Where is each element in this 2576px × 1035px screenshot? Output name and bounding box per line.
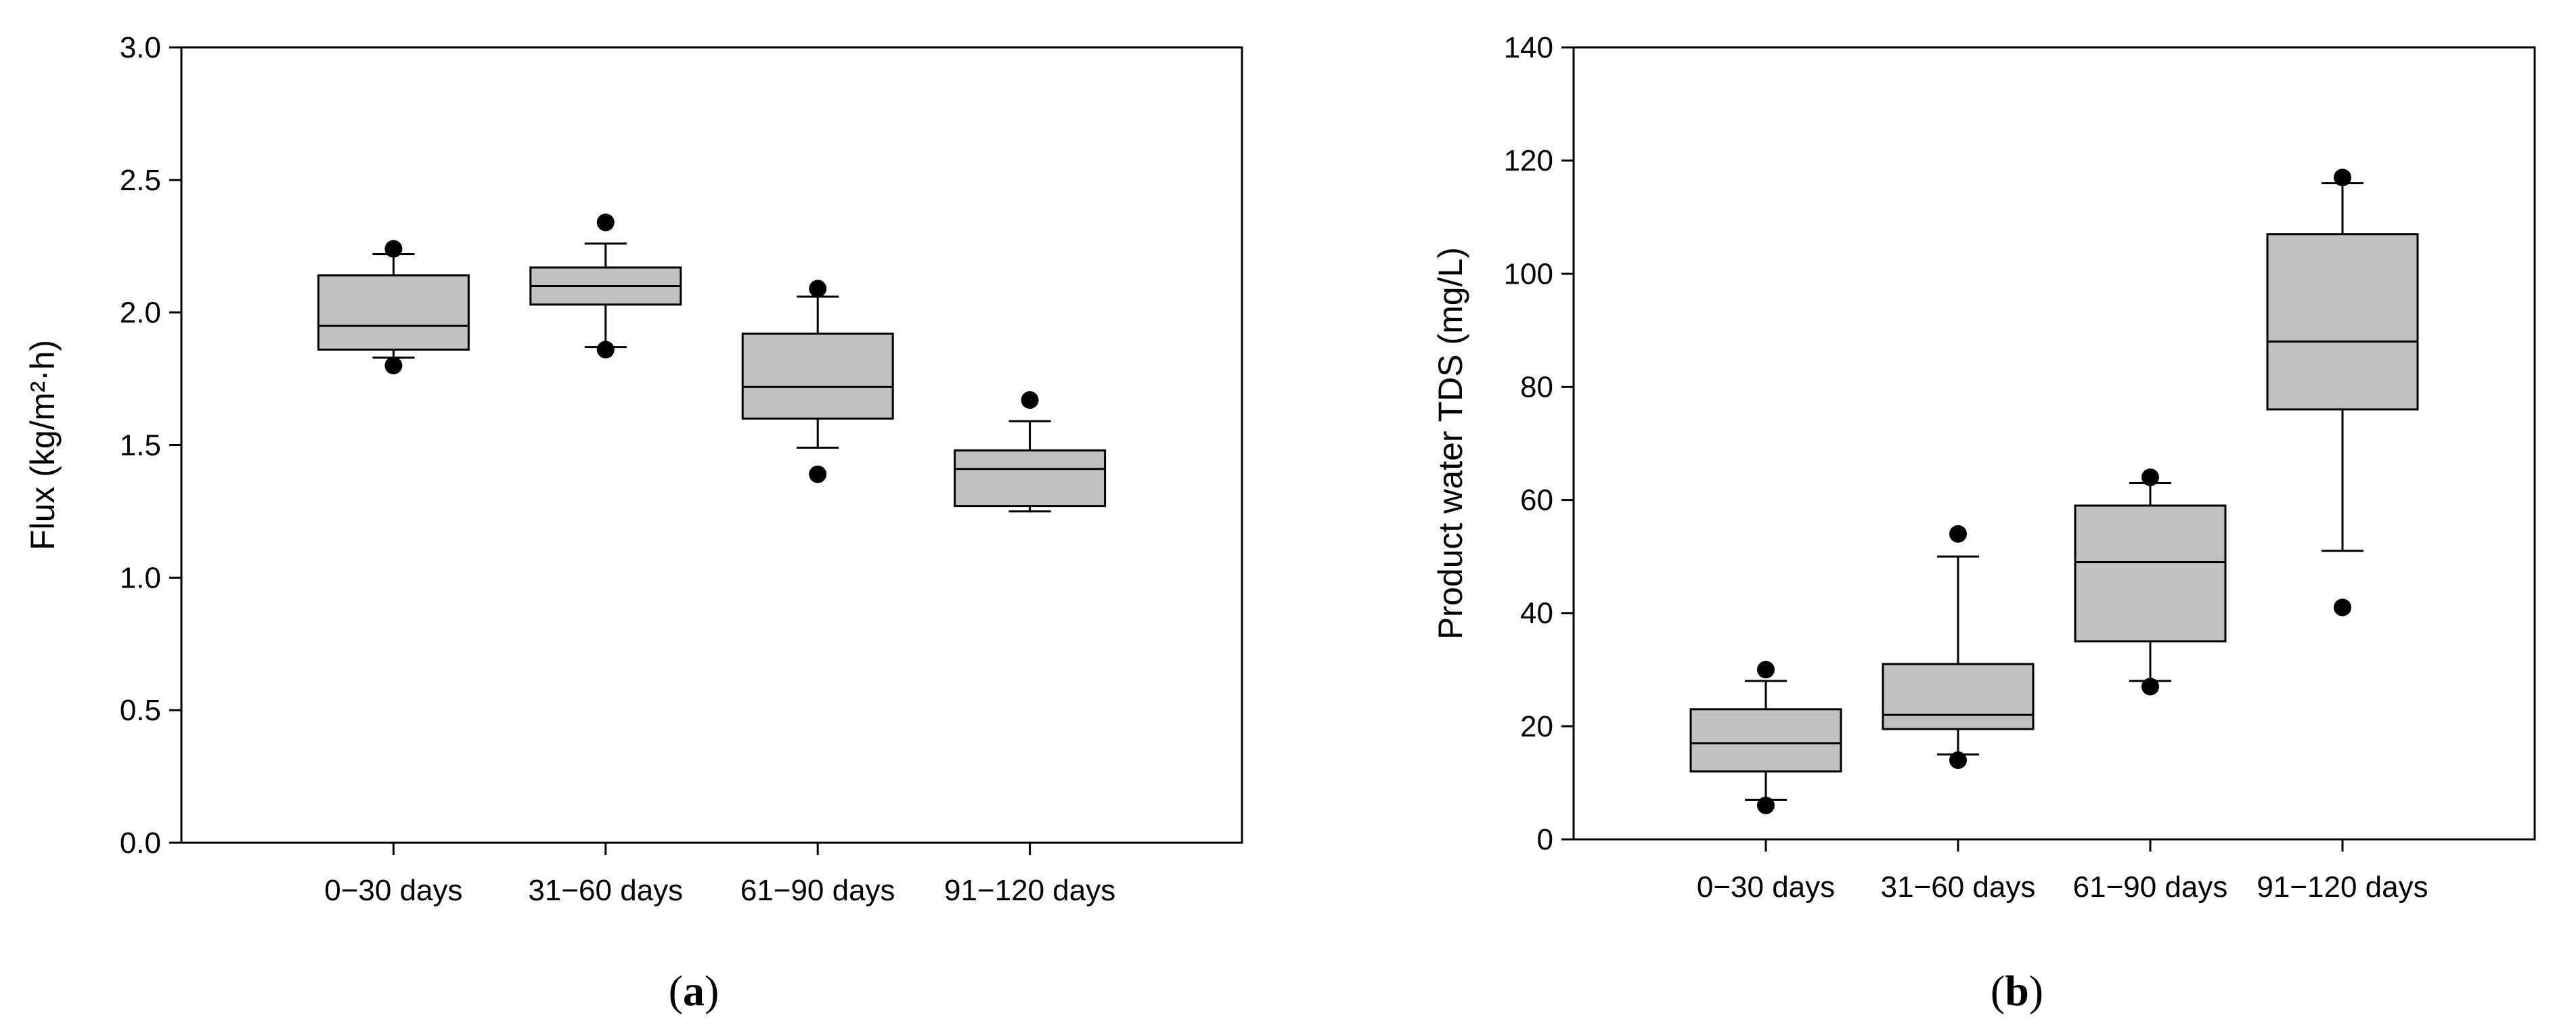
- y-tick-label: 140: [1504, 31, 1553, 64]
- outlier-point: [596, 213, 615, 232]
- box-group: [529, 213, 682, 359]
- iqr-box: [741, 332, 894, 420]
- y-tick-label: 0.0: [120, 827, 161, 860]
- box-group: [2266, 169, 2419, 617]
- y-tick-label: 3.0: [120, 31, 161, 64]
- outlier-point: [809, 280, 827, 298]
- plot-frame: [180, 46, 1243, 844]
- iqr-box: [1882, 663, 2035, 730]
- y-axis-title: Product water TDS (mg/L): [1431, 247, 1469, 640]
- x-tick-label: 61−90 days: [740, 874, 895, 907]
- outlier-point: [2334, 169, 2351, 187]
- box-group: [317, 240, 470, 374]
- y-tick-label: 80: [1520, 370, 1553, 403]
- iqr-box: [954, 449, 1107, 508]
- outlier-point: [2141, 678, 2159, 696]
- x-tick-label: 31−60 days: [1881, 871, 2036, 904]
- x-tick-label: 0−30 days: [1697, 871, 1835, 904]
- y-tick-label: 20: [1520, 710, 1553, 743]
- y-tick-label: 1.0: [120, 561, 161, 594]
- panel-a-label: (a): [669, 967, 719, 1015]
- x-tick-label: 91−120 days: [944, 874, 1115, 907]
- x-tick-label: 0−30 days: [324, 874, 462, 907]
- panel-b-label: (b): [1991, 967, 2043, 1015]
- box-group: [741, 280, 894, 483]
- outlier-point: [1757, 796, 1775, 814]
- outlier-point: [1949, 525, 1967, 543]
- box-group: [954, 391, 1107, 512]
- y-tick-label: 1.5: [120, 429, 161, 462]
- y-tick-label: 0.5: [120, 694, 161, 727]
- iqr-box: [1689, 708, 1842, 773]
- iqr-box: [2074, 504, 2227, 643]
- box-group: [1689, 661, 1842, 814]
- iqr-box: [2266, 233, 2419, 411]
- outlier-point: [1021, 391, 1039, 409]
- outlier-point: [2141, 468, 2159, 487]
- plot-frame: [1572, 46, 2536, 841]
- y-tick-label: 100: [1504, 257, 1553, 290]
- box-group: [1882, 525, 2035, 769]
- x-tick-label: 91−120 days: [2257, 871, 2428, 904]
- outlier-point: [2334, 598, 2351, 617]
- y-tick-label: 40: [1520, 597, 1553, 630]
- y-axis-title: Flux (kg/m²·h): [24, 340, 62, 550]
- outlier-point: [809, 465, 827, 483]
- y-tick-label: 2.5: [120, 164, 161, 197]
- outlier-point: [1757, 661, 1775, 679]
- box-group: [2074, 468, 2227, 696]
- panel-a-boxplot: 0.0 0.5 1.0 1.5 2.0 2.5 3.0 Flux (kg/m²·h) 0−30 …: [24, 31, 1243, 907]
- y-tick-label: 60: [1520, 484, 1553, 517]
- x-tick-label: 31−60 days: [528, 874, 683, 907]
- outlier-point: [596, 340, 615, 359]
- y-tick-label: 0: [1537, 823, 1553, 856]
- outlier-point: [384, 357, 403, 374]
- panel-b-boxplot: 0 20 40 60 80 100 120 140 Product water TDS (mg/…: [1431, 31, 2536, 904]
- y-tick-label: 2.0: [120, 296, 161, 330]
- outlier-point: [384, 240, 403, 258]
- x-tick-label: 61−90 days: [2073, 871, 2228, 904]
- iqr-box: [317, 274, 470, 351]
- y-tick-label: 120: [1504, 144, 1553, 177]
- outlier-point: [1949, 751, 1967, 769]
